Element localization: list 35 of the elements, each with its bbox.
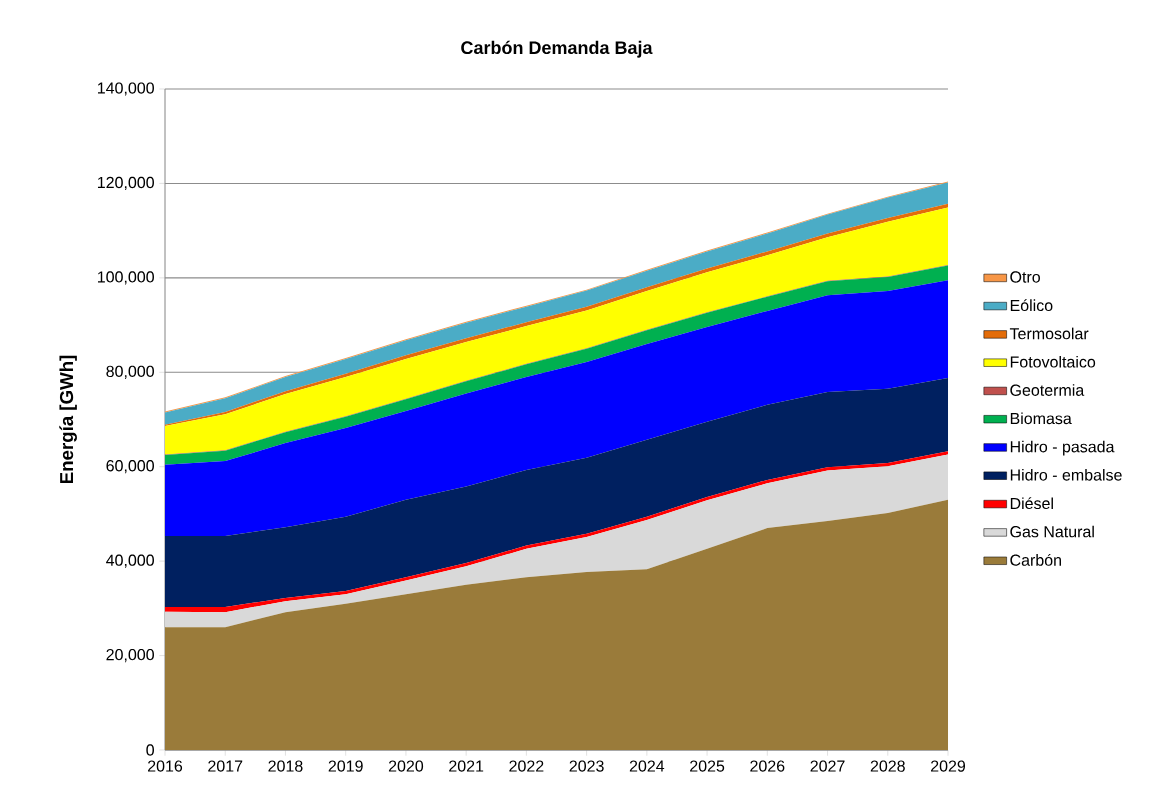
x-tick-label: 2021 bbox=[449, 760, 484, 772]
y-tick-label: 100,000 bbox=[97, 271, 154, 285]
x-tick-label: 2020 bbox=[388, 760, 424, 772]
y-tick-label: 140,000 bbox=[97, 82, 154, 96]
x-tick-label: 2017 bbox=[208, 760, 243, 772]
legend-label: Hidro - pasada bbox=[1010, 440, 1115, 456]
x-tick-label: 2023 bbox=[569, 760, 604, 772]
y-tick-label: 40,000 bbox=[106, 554, 154, 568]
x-tick-label: 2018 bbox=[268, 760, 303, 772]
x-tick-label: 2028 bbox=[870, 760, 905, 772]
y-axis-title: Energía [GWh] bbox=[59, 355, 77, 484]
x-tick-label: 2024 bbox=[629, 760, 665, 772]
legend-label: Eólico bbox=[1010, 299, 1053, 312]
y-tick-label: 80,000 bbox=[106, 365, 154, 379]
x-tick-label: 2019 bbox=[328, 760, 363, 772]
y-tick-label: 20,000 bbox=[106, 648, 154, 663]
legend-label: Termosolar bbox=[1009, 327, 1089, 340]
legend-label: Gas Natural bbox=[1010, 525, 1094, 538]
legend-label: Carbón bbox=[1010, 553, 1061, 566]
y-tick-label: 120,000 bbox=[97, 176, 154, 191]
legend-label: Hidro - embalse bbox=[1010, 468, 1122, 481]
x-tick-label: 2022 bbox=[509, 760, 544, 772]
legend-label: Otro bbox=[1010, 271, 1040, 283]
chart-title: Carbón Demanda Baja bbox=[461, 40, 653, 58]
legend-label: Fotovoltaico bbox=[1010, 355, 1096, 368]
x-tick-label: 2025 bbox=[690, 760, 725, 772]
legend-label: Diésel bbox=[1010, 497, 1053, 510]
x-tick-label: 2027 bbox=[810, 760, 845, 772]
legend-label: Geotermia bbox=[1010, 384, 1085, 396]
y-tick-label: 0 bbox=[146, 744, 154, 756]
legend-label: Biomasa bbox=[1010, 412, 1072, 425]
x-tick-label: 2029 bbox=[931, 760, 966, 772]
y-tick-label: 60,000 bbox=[106, 460, 154, 474]
x-tick-label: 2016 bbox=[148, 760, 183, 772]
x-tick-label: 2026 bbox=[750, 760, 785, 772]
